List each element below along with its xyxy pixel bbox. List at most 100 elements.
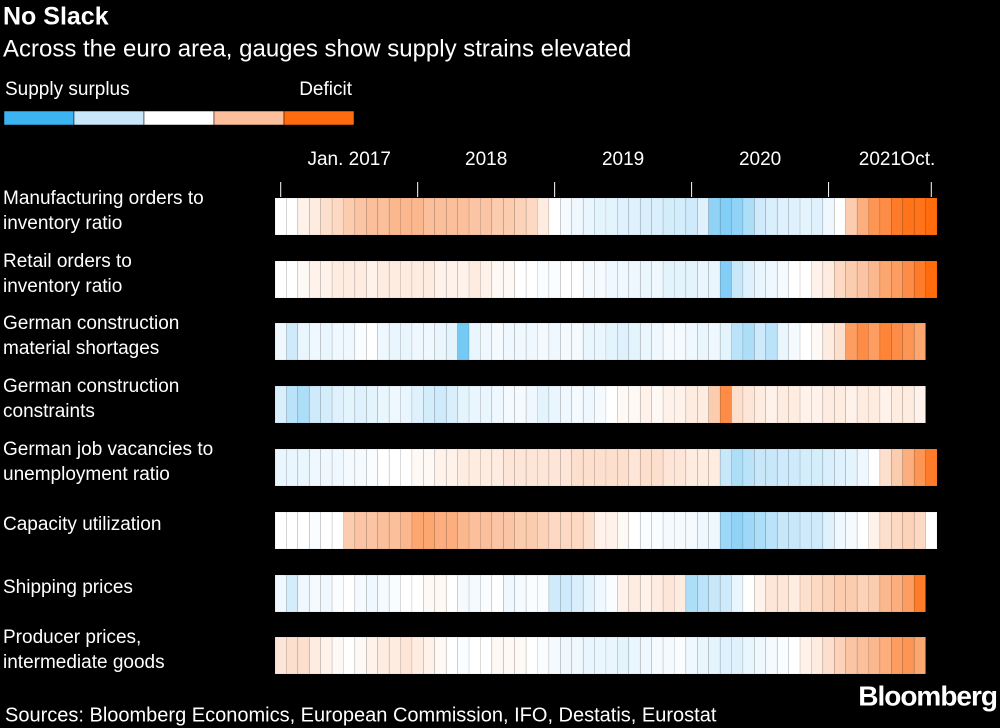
heat-cell: [731, 322, 744, 361]
heat-cell: [845, 197, 858, 236]
row-label: German construction constraints: [3, 375, 180, 422]
heat-cell: [719, 636, 732, 675]
heat-cell: [525, 197, 538, 236]
heat-cell: [708, 322, 721, 361]
heat-cell: [286, 322, 299, 361]
heat-cell: [845, 574, 858, 613]
x-tick-label: Oct.: [900, 149, 935, 170]
heat-cell: [514, 260, 527, 299]
heat-cell: [799, 636, 812, 675]
heat-cell: [297, 448, 310, 487]
heat-cell: [697, 574, 710, 613]
heat-cell: [445, 197, 458, 236]
heat-cell: [776, 574, 789, 613]
heat-cell: [377, 260, 390, 299]
heat-cell: [765, 511, 778, 550]
heat-cell: [799, 385, 812, 424]
heat-cell: [560, 636, 573, 675]
heat-cell: [491, 511, 504, 550]
heat-cell: [286, 448, 299, 487]
heat-cell: [697, 260, 710, 299]
legend-swatch: [283, 110, 355, 126]
heat-cell: [468, 511, 481, 550]
heat-cell: [788, 322, 801, 361]
heat-cell: [320, 260, 333, 299]
x-tick-label: Jan. 2017: [307, 149, 390, 170]
heat-cell: [343, 322, 356, 361]
heat-cell: [502, 448, 515, 487]
heat-cell: [856, 322, 869, 361]
heat-cell: [548, 574, 561, 613]
heat-cell: [651, 511, 664, 550]
heat-cell: [833, 448, 846, 487]
heat-cell: [354, 636, 367, 675]
heat-cell: [639, 385, 652, 424]
heat-cell: [708, 636, 721, 675]
heat-cell: [868, 448, 881, 487]
heat-cell: [582, 636, 595, 675]
heat-cell: [662, 448, 675, 487]
heat-cell: [537, 511, 550, 550]
heat-cell: [388, 322, 401, 361]
heat-cell: [697, 511, 710, 550]
heat-cell: [594, 385, 607, 424]
heat-cell: [662, 322, 675, 361]
heat-cell: [320, 636, 333, 675]
heat-cell: [719, 511, 732, 550]
heat-cell: [457, 636, 470, 675]
heat-cell: [571, 260, 584, 299]
heat-cell: [308, 260, 321, 299]
heat-cell: [765, 636, 778, 675]
heat-cell: [708, 197, 721, 236]
heat-cell: [594, 322, 607, 361]
heat-cell: [286, 385, 299, 424]
heat-cell: [662, 385, 675, 424]
heat-cell: [423, 448, 436, 487]
heat-cell: [879, 574, 892, 613]
heat-cell: [776, 636, 789, 675]
heat-cell: [776, 197, 789, 236]
heat-cell: [639, 511, 652, 550]
x-tick-label: 2021: [859, 149, 901, 170]
heat-cell: [480, 260, 493, 299]
heat-cell: [354, 260, 367, 299]
heat-cell: [891, 636, 904, 675]
heat-cell: [343, 385, 356, 424]
heat-cell: [491, 322, 504, 361]
heat-cell: [423, 511, 436, 550]
heat-cell: [605, 322, 618, 361]
heat-cell: [468, 197, 481, 236]
legend-swatch: [213, 110, 285, 126]
heat-cell: [560, 260, 573, 299]
heat-cell: [674, 574, 687, 613]
heat-cell: [776, 385, 789, 424]
heat-cell: [445, 574, 458, 613]
heat-cell: [617, 574, 630, 613]
heat-cell: [868, 574, 881, 613]
heat-cell: [628, 574, 641, 613]
heat-cell: [868, 322, 881, 361]
heat-cell: [822, 385, 835, 424]
heat-cell: [708, 385, 721, 424]
heat-cell: [662, 574, 675, 613]
heat-cell: [662, 636, 675, 675]
heat-cell: [765, 197, 778, 236]
heat-cell: [605, 260, 618, 299]
heat-cell: [274, 322, 287, 361]
heat-cell: [320, 197, 333, 236]
heat-cell: [331, 322, 344, 361]
heat-cell: [822, 197, 835, 236]
heat-cell: [308, 636, 321, 675]
heat-cell: [274, 260, 287, 299]
heat-cell: [423, 574, 436, 613]
heat-cell: [400, 511, 413, 550]
heat-cell: [388, 448, 401, 487]
heat-cell: [628, 636, 641, 675]
heat-cell: [514, 385, 527, 424]
row-label: German construction material shortages: [3, 312, 180, 359]
heat-cell: [891, 322, 904, 361]
heat-cell: [457, 322, 470, 361]
heat-cell: [685, 511, 698, 550]
heat-cell: [674, 385, 687, 424]
